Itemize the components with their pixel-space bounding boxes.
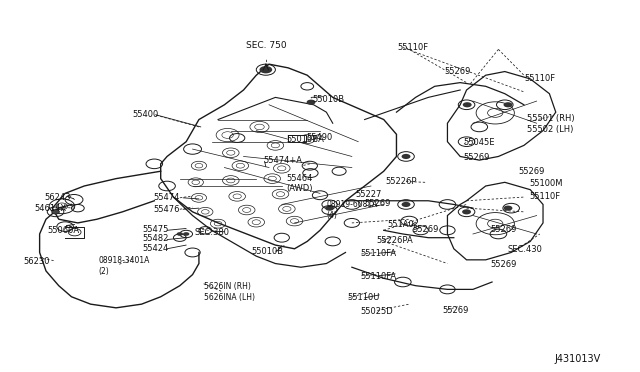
Circle shape: [183, 232, 189, 236]
Text: 55474: 55474: [153, 193, 179, 202]
Text: 55110FA: 55110FA: [360, 272, 396, 281]
Circle shape: [401, 154, 410, 159]
Text: 55110F: 55110F: [397, 43, 428, 52]
Text: 55269: 55269: [442, 306, 468, 315]
Text: 55464
(AWD): 55464 (AWD): [286, 174, 313, 193]
Text: 55227: 55227: [355, 190, 381, 199]
Text: 55060A: 55060A: [47, 226, 79, 235]
Text: 56230: 56230: [24, 257, 50, 266]
Polygon shape: [161, 64, 396, 249]
Text: 56243: 56243: [44, 193, 70, 202]
Circle shape: [325, 206, 334, 211]
Text: 55269: 55269: [491, 260, 517, 269]
Text: 55269: 55269: [412, 225, 439, 234]
Text: J431013V: J431013V: [554, 354, 601, 364]
Polygon shape: [447, 71, 556, 160]
Text: 55025D: 55025D: [360, 307, 393, 316]
Text: 08919-6081A
(4): 08919-6081A (4): [326, 200, 378, 220]
Circle shape: [462, 209, 471, 214]
Text: 55269: 55269: [463, 153, 490, 162]
FancyBboxPatch shape: [288, 135, 306, 142]
Text: 55010B: 55010B: [251, 247, 284, 256]
Text: 54614X: 54614X: [35, 204, 67, 214]
Text: 5626IN (RH)
5626INA (LH): 5626IN (RH) 5626INA (LH): [204, 282, 255, 302]
Text: 55100M: 55100M: [529, 179, 563, 188]
Text: SEC. 750: SEC. 750: [246, 41, 286, 50]
Text: 55226P: 55226P: [386, 177, 417, 186]
Text: 55110U: 55110U: [348, 293, 380, 302]
Text: 55490: 55490: [306, 133, 332, 142]
Text: 55269: 55269: [491, 225, 517, 234]
Text: 55269: 55269: [519, 167, 545, 176]
Text: SEC.380: SEC.380: [195, 228, 230, 237]
Text: 55424: 55424: [143, 244, 169, 253]
Text: 55110F: 55110F: [524, 74, 555, 83]
Text: 55476: 55476: [153, 205, 180, 214]
Circle shape: [307, 100, 316, 105]
Text: 55110F: 55110F: [529, 192, 560, 201]
Text: 551A0: 551A0: [387, 219, 413, 228]
Circle shape: [52, 210, 60, 214]
Polygon shape: [447, 182, 543, 260]
Text: 55010B: 55010B: [312, 95, 344, 104]
Circle shape: [177, 232, 183, 236]
Circle shape: [504, 206, 513, 211]
Text: 55400: 55400: [132, 109, 158, 119]
Circle shape: [259, 66, 272, 73]
Text: 55482: 55482: [143, 234, 169, 243]
Circle shape: [463, 102, 472, 108]
Text: 55501 (RH)
55502 (LH): 55501 (RH) 55502 (LH): [527, 114, 575, 134]
Text: 55269: 55269: [365, 199, 391, 208]
Text: 55475: 55475: [143, 225, 169, 234]
Text: 55010BA: 55010BA: [287, 135, 324, 144]
Text: 55474+A: 55474+A: [263, 156, 302, 166]
Text: 55110FA: 55110FA: [360, 249, 396, 258]
Text: 55226PA: 55226PA: [376, 236, 413, 245]
Circle shape: [401, 202, 410, 207]
Text: 08918-3401A
(2): 08918-3401A (2): [99, 256, 150, 276]
Text: 55269: 55269: [444, 67, 470, 76]
Circle shape: [504, 102, 513, 108]
Text: SEC.430: SEC.430: [508, 245, 543, 254]
Text: 55045E: 55045E: [463, 138, 495, 147]
